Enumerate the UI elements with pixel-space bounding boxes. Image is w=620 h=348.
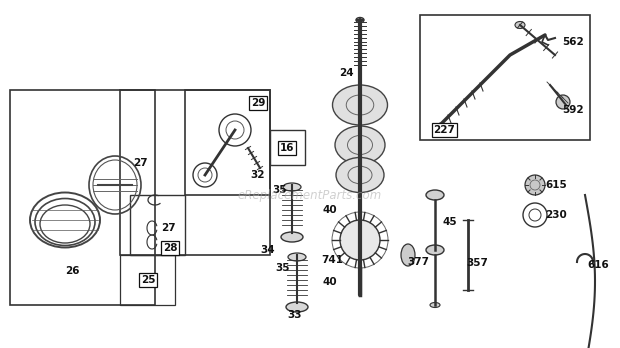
Text: 28: 28 [162,243,177,253]
Text: 26: 26 [64,266,79,276]
Ellipse shape [430,302,440,308]
Text: 357: 357 [466,258,488,268]
Ellipse shape [288,253,306,261]
Ellipse shape [515,22,525,29]
Ellipse shape [356,17,364,23]
Ellipse shape [426,245,444,255]
Text: 741: 741 [321,255,343,265]
Text: 40: 40 [322,205,337,215]
Text: 33: 33 [288,310,303,320]
Ellipse shape [283,183,301,191]
Text: 592: 592 [562,105,584,115]
Text: 377: 377 [407,257,429,267]
Text: 562: 562 [562,37,584,47]
Ellipse shape [332,85,388,125]
Bar [270,130,305,165]
Text: 35: 35 [276,263,290,273]
Bar [185,90,270,195]
Ellipse shape [281,232,303,242]
Text: 27: 27 [161,223,175,233]
Text: 29: 29 [251,98,265,108]
Text: 227: 227 [433,125,455,135]
Text: 35: 35 [273,185,287,195]
Text: 615: 615 [545,180,567,190]
Text: eReplacementParts.com: eReplacementParts.com [238,189,382,201]
Text: 32: 32 [250,170,265,180]
Text: 25: 25 [141,275,155,285]
Bar [420,15,590,140]
Bar [130,195,185,255]
Ellipse shape [430,247,440,253]
Text: 230: 230 [545,210,567,220]
Bar [120,255,175,305]
Ellipse shape [401,244,415,266]
Bar [120,90,270,255]
Text: 616: 616 [587,260,609,270]
Circle shape [525,175,545,195]
Bar [10,90,155,305]
Text: 34: 34 [260,245,275,255]
Ellipse shape [286,302,308,312]
Text: 40: 40 [322,277,337,287]
Text: 16: 16 [280,143,294,153]
Text: 45: 45 [443,217,458,227]
Ellipse shape [336,158,384,192]
Circle shape [556,95,570,109]
Ellipse shape [335,126,385,164]
Text: 24: 24 [339,68,353,78]
Circle shape [340,220,380,260]
Text: 27: 27 [133,158,148,168]
Ellipse shape [426,190,444,200]
